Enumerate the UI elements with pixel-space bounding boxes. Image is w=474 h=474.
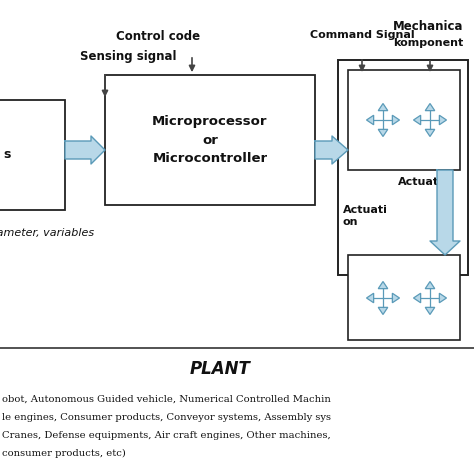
Polygon shape — [425, 129, 435, 137]
Text: consumer products, etc): consumer products, etc) — [2, 449, 126, 458]
Polygon shape — [425, 307, 435, 314]
Text: Actuator: Actuator — [398, 177, 452, 187]
Text: le engines, Consumer products, Conveyor systems, Assembly sys: le engines, Consumer products, Conveyor … — [2, 413, 331, 422]
Polygon shape — [366, 293, 374, 303]
Bar — [65, 141, 91, 159]
Polygon shape — [378, 282, 388, 289]
Polygon shape — [413, 293, 420, 303]
Text: rameter, variables: rameter, variables — [0, 228, 94, 238]
Bar — [315, 141, 332, 159]
Text: obot, Autonomous Guided vehicle, Numerical Controlled Machin: obot, Autonomous Guided vehicle, Numeric… — [2, 395, 331, 404]
Bar — [338, 60, 468, 275]
Polygon shape — [378, 129, 388, 137]
Polygon shape — [439, 293, 447, 303]
Text: komponent: komponent — [393, 38, 463, 48]
Text: Cranes, Defense equipments, Air craft engines, Other machines,: Cranes, Defense equipments, Air craft en… — [2, 431, 331, 440]
Text: s: s — [3, 148, 10, 162]
Polygon shape — [425, 282, 435, 289]
Text: Mechanica: Mechanica — [393, 20, 464, 33]
Polygon shape — [413, 115, 420, 125]
Text: PLANT: PLANT — [190, 360, 250, 378]
Text: Sensing signal: Sensing signal — [80, 50, 176, 63]
Polygon shape — [425, 103, 435, 110]
Polygon shape — [392, 115, 400, 125]
Text: Command Signal: Command Signal — [310, 30, 415, 40]
Polygon shape — [430, 241, 460, 255]
Polygon shape — [332, 136, 348, 164]
Polygon shape — [392, 293, 400, 303]
Polygon shape — [91, 136, 105, 164]
Bar — [437, 170, 453, 241]
Polygon shape — [378, 103, 388, 110]
Text: Microprocessor
or
Microcontroller: Microprocessor or Microcontroller — [152, 116, 268, 164]
Bar — [0, 100, 65, 210]
Bar — [348, 70, 460, 170]
Text: Control code: Control code — [116, 30, 200, 43]
Polygon shape — [378, 307, 388, 314]
Polygon shape — [366, 115, 374, 125]
Text: Actuati
on: Actuati on — [343, 205, 388, 227]
Bar — [105, 75, 315, 205]
Bar — [348, 255, 460, 340]
Polygon shape — [439, 115, 447, 125]
